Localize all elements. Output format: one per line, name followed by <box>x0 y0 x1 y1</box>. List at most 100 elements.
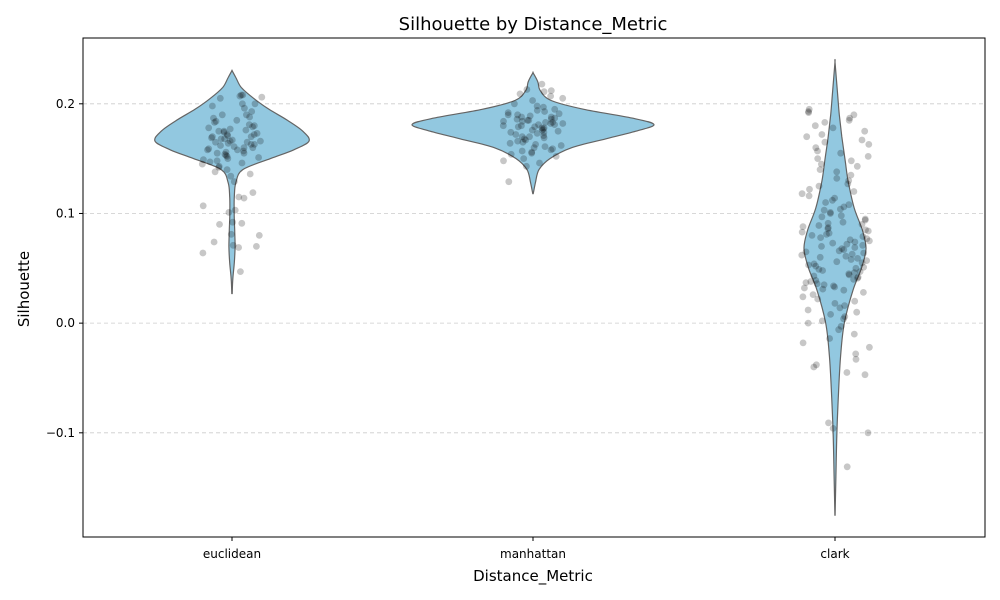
point-clark <box>861 371 869 379</box>
point-clark <box>808 232 816 239</box>
point-clark <box>853 308 861 316</box>
point-euclidean <box>255 232 263 239</box>
point-euclidean <box>226 137 234 145</box>
point-manhattan <box>547 115 555 123</box>
point-clark <box>859 241 867 249</box>
point-clark <box>822 199 829 206</box>
point-manhattan <box>535 121 542 128</box>
point-clark <box>804 306 812 314</box>
point-manhattan <box>513 115 521 123</box>
point-manhattan <box>541 143 549 151</box>
point-euclidean <box>240 149 248 157</box>
point-clark <box>840 246 848 254</box>
point-euclidean <box>224 132 232 140</box>
point-clark <box>805 108 812 115</box>
point-euclidean <box>238 159 246 167</box>
point-euclidean <box>229 218 237 226</box>
point-clark <box>811 122 819 130</box>
point-manhattan <box>507 128 515 136</box>
point-euclidean <box>249 144 257 152</box>
point-manhattan <box>547 87 555 94</box>
point-manhattan <box>551 121 558 128</box>
violin-clark <box>803 58 867 516</box>
point-clark <box>864 153 872 160</box>
point-manhattan <box>540 103 547 111</box>
point-clark <box>850 111 858 119</box>
point-manhattan <box>551 105 559 113</box>
point-clark <box>816 166 824 174</box>
point-manhattan <box>540 132 547 140</box>
point-clark <box>850 275 857 283</box>
point-euclidean <box>230 178 238 186</box>
point-manhattan <box>540 128 548 136</box>
point-manhattan <box>532 141 539 148</box>
point-euclidean <box>239 91 247 99</box>
point-clark <box>815 222 823 229</box>
point-euclidean <box>215 164 223 171</box>
point-clark <box>845 271 853 279</box>
point-clark <box>862 226 869 234</box>
point-clark <box>801 284 808 292</box>
point-clark <box>866 343 873 351</box>
point-clark <box>851 297 859 305</box>
point-clark <box>827 210 834 217</box>
point-euclidean <box>204 146 211 154</box>
x-axis-ticks: euclidean manhattan clark <box>203 537 850 561</box>
point-clark <box>852 264 860 272</box>
point-euclidean <box>237 91 245 99</box>
x-tick-label-clark: clark <box>820 547 849 561</box>
point-clark <box>860 263 867 271</box>
point-manhattan <box>540 134 548 142</box>
point-euclidean <box>257 137 264 145</box>
point-clark <box>825 419 832 427</box>
point-euclidean <box>235 193 243 201</box>
point-clark <box>854 273 862 281</box>
point-euclidean <box>241 104 248 112</box>
point-euclidean <box>237 268 244 275</box>
point-euclidean <box>220 127 228 135</box>
point-clark <box>840 203 848 211</box>
point-manhattan <box>533 102 541 110</box>
point-clark <box>819 285 827 293</box>
point-manhattan <box>528 126 536 134</box>
point-clark <box>833 258 841 266</box>
point-euclidean <box>206 158 214 166</box>
point-clark <box>845 270 853 278</box>
point-clark <box>851 238 859 246</box>
point-manhattan <box>520 155 528 163</box>
point-euclidean <box>246 170 254 178</box>
point-euclidean <box>240 144 248 152</box>
point-clark <box>803 133 811 141</box>
point-clark <box>833 168 841 176</box>
point-clark <box>814 147 821 155</box>
point-euclidean <box>223 131 231 138</box>
point-euclidean <box>227 172 235 180</box>
point-clark <box>854 255 861 262</box>
point-clark <box>804 319 812 327</box>
point-clark <box>839 218 847 226</box>
point-clark <box>805 109 812 116</box>
point-clark <box>815 182 823 190</box>
point-clark <box>799 223 807 231</box>
point-clark <box>856 268 864 275</box>
point-clark <box>829 239 837 247</box>
point-euclidean <box>224 155 232 163</box>
point-manhattan <box>547 146 555 154</box>
point-euclidean <box>216 221 223 228</box>
point-clark <box>837 149 845 157</box>
point-clark <box>831 194 838 202</box>
point-clark <box>837 205 844 213</box>
point-manhattan <box>555 110 563 118</box>
point-euclidean <box>251 141 258 148</box>
plot-frame <box>82 37 986 538</box>
point-euclidean <box>221 150 229 158</box>
point-euclidean <box>210 114 217 122</box>
x-axis-title: Distance_Metric <box>473 567 593 586</box>
point-manhattan <box>530 144 538 152</box>
point-euclidean <box>213 149 221 157</box>
point-euclidean <box>212 138 219 146</box>
point-clark <box>813 361 820 369</box>
point-clark <box>861 216 869 224</box>
point-clark <box>858 136 866 144</box>
